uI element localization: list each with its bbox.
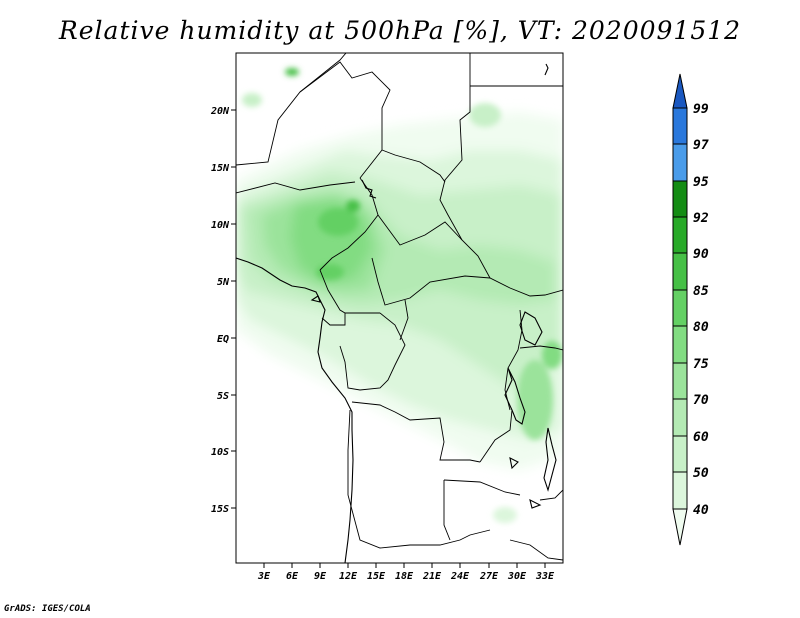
colorbar-label: 99 bbox=[693, 102, 709, 117]
rh-level-85-b bbox=[316, 264, 344, 280]
colorbar-segment bbox=[672, 362, 688, 400]
lon-label: 27E bbox=[479, 571, 499, 582]
colorbar-segment bbox=[672, 471, 688, 510]
colorbar-label: 85 bbox=[693, 284, 709, 299]
colorbar-segment bbox=[672, 107, 688, 145]
lat-label: 10N bbox=[211, 220, 230, 231]
rh-spot-sahara bbox=[285, 68, 299, 76]
lon-label: 9E bbox=[314, 571, 327, 582]
credit-label: GrADS: IGES/COLA bbox=[4, 604, 91, 614]
coastlines bbox=[236, 63, 557, 563]
lat-label: EQ bbox=[217, 334, 229, 345]
colorbar-segment bbox=[672, 325, 688, 364]
colorbar-label: 60 bbox=[693, 430, 709, 445]
colorbar-label: 92 bbox=[693, 211, 709, 226]
rh-level-80-lake bbox=[542, 341, 562, 369]
colorbar-label: 70 bbox=[693, 393, 709, 408]
lat-label: 5S bbox=[217, 391, 229, 402]
lon-label: 3E bbox=[257, 571, 271, 582]
lon-label: 33E bbox=[535, 571, 555, 582]
colorbar-segment bbox=[672, 180, 688, 218]
lon-label: 21E bbox=[422, 571, 442, 582]
colorbar-label: 97 bbox=[693, 138, 709, 153]
lon-label: 12E bbox=[339, 571, 358, 582]
colorbar-segment bbox=[672, 289, 688, 327]
colorbar-bottom-triangle bbox=[672, 508, 688, 546]
lat-label: 20N bbox=[210, 106, 230, 117]
colorbar-top-triangle bbox=[672, 73, 688, 109]
map-title: Relative humidity at 500hPa [%], VT: 202… bbox=[58, 16, 742, 45]
rh-spot-south bbox=[493, 507, 517, 523]
lat-label: 10S bbox=[211, 447, 229, 458]
rh-level-85 bbox=[318, 208, 358, 236]
lat-label: 5N bbox=[217, 277, 230, 288]
lon-label: 24E bbox=[450, 571, 470, 582]
map-frame bbox=[235, 52, 564, 564]
colorbar-label: 40 bbox=[693, 503, 709, 518]
colorbar-segment bbox=[672, 398, 688, 437]
lat-label: 15S bbox=[211, 504, 229, 515]
lon-label: 30E bbox=[507, 571, 527, 582]
colorbar-segment bbox=[672, 435, 688, 473]
colorbar: 99 97 95 92 90 85 80 75 70 60 50 40 bbox=[672, 73, 709, 546]
colorbar-label: 90 bbox=[693, 247, 709, 262]
colorbar-segment bbox=[672, 252, 688, 291]
colorbar-label: 80 bbox=[693, 320, 709, 335]
lon-label: 15E bbox=[367, 571, 386, 582]
colorbar-label: 95 bbox=[693, 175, 709, 190]
rh-level-85-c bbox=[346, 200, 360, 212]
map-panel[interactable] bbox=[236, 53, 563, 563]
lat-axis: 20N 15N 10N 5N EQ 5S 10S 15S bbox=[210, 106, 236, 515]
rh-level-80-east bbox=[517, 360, 553, 440]
rh-spot-ne bbox=[469, 103, 501, 127]
colorbar-segment bbox=[672, 143, 688, 182]
colorbar-segment bbox=[672, 216, 688, 254]
rh-spot-north bbox=[242, 93, 262, 107]
lon-axis: 3E 6E 9E 12E 15E 18E 21E 24E 27E 30E 33E bbox=[257, 563, 555, 582]
colorbar-label: 50 bbox=[693, 466, 709, 481]
lon-label: 18E bbox=[395, 571, 414, 582]
lon-label: 6E bbox=[286, 571, 299, 582]
colorbar-label: 75 bbox=[693, 357, 709, 372]
country-borders bbox=[236, 53, 563, 561]
lat-label: 15N bbox=[211, 163, 230, 174]
